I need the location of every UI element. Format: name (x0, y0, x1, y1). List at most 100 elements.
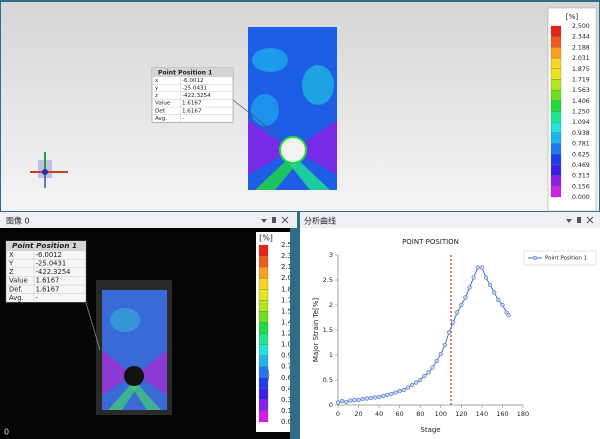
panel-buttons[interactable] (261, 216, 594, 224)
data-point (422, 373, 427, 379)
colorbar-label: 0.938 (281, 352, 301, 360)
specimen-image (96, 280, 172, 415)
colorbar-label: 1.719 (572, 76, 590, 83)
data-point (451, 320, 456, 325)
data-point (364, 396, 369, 401)
info-label: y (155, 86, 159, 92)
data-point (455, 310, 460, 315)
info-value: -25.0431 (36, 260, 67, 268)
data-point (446, 330, 452, 335)
colorbar-label: 1.563 (281, 307, 301, 315)
colorbar-label: 1.406 (572, 98, 590, 105)
colorbar-label: 2.500 (281, 241, 301, 249)
color-swatch (550, 154, 562, 166)
info-label: Value (9, 277, 28, 285)
data-point (488, 282, 493, 288)
data-point (430, 365, 435, 370)
data-point (389, 391, 394, 397)
x-tick-label: 140 (476, 410, 488, 418)
color-swatch (550, 47, 562, 59)
info-value: -25.0431 (182, 86, 208, 92)
data-point (348, 398, 353, 403)
panel-title: 分析曲线 (304, 216, 336, 226)
panel-header (0, 212, 297, 228)
y-tick-label: 3 (329, 251, 333, 259)
panel-header (300, 212, 600, 228)
info-value: -6.0012 (36, 251, 62, 259)
data-point (385, 392, 390, 398)
color-swatch (258, 278, 269, 290)
info-label: X (9, 251, 14, 259)
colorbar-label: 0.156 (281, 407, 302, 415)
color-swatch (550, 111, 562, 123)
legend-swatch (532, 255, 538, 261)
info-value: 1.6167 (36, 285, 60, 293)
colorbar-label: 1.563 (572, 87, 590, 94)
info-value: - (182, 116, 184, 122)
color-swatch (258, 333, 269, 345)
frame-number: 0 (4, 428, 9, 437)
chart-title: POINT POSITION (402, 238, 459, 246)
data-point (500, 302, 505, 308)
color-swatch (550, 132, 562, 144)
data-point (471, 275, 476, 280)
colorbar-label: 1.875 (572, 66, 590, 73)
x-tick-label: 120 (455, 410, 467, 418)
color-swatch (550, 36, 562, 48)
data-point (381, 393, 386, 399)
data-point (352, 397, 357, 403)
data-point (467, 285, 472, 290)
data-point (335, 400, 341, 405)
colorbar-label: 1.250 (281, 330, 301, 338)
data-point (401, 387, 406, 393)
colorbar-label: 1.250 (572, 109, 590, 116)
colorbar-label: 0.000 (281, 418, 301, 426)
data-point (344, 399, 349, 405)
colorbar-label: 1.719 (281, 296, 301, 304)
leader-line (85, 302, 101, 351)
data-point (368, 395, 373, 401)
color-swatch (550, 100, 562, 112)
data-point (356, 397, 361, 403)
colorbar-label: 0.781 (572, 141, 590, 148)
x-tick-label: 20 (354, 410, 362, 418)
info-label: x (155, 78, 159, 84)
data-point (393, 390, 398, 395)
x-tick-label: 180 (517, 410, 529, 418)
colorbar-label: 2.344 (281, 252, 302, 260)
colorbar-label: 0.938 (572, 130, 590, 137)
data-point (479, 265, 484, 270)
color-swatch (258, 399, 269, 412)
color-swatch (550, 68, 562, 80)
colorbar-label: 2.188 (281, 263, 301, 271)
info-header (152, 68, 233, 77)
colorbar-label: 2.500 (572, 23, 590, 30)
info-box (5, 240, 87, 303)
legend-box (523, 250, 597, 266)
y-tick-label: 0 (329, 401, 333, 409)
color-swatch (258, 300, 269, 312)
colorbar-label: 0.313 (572, 173, 590, 180)
color-swatch (258, 244, 269, 257)
color-swatch (258, 289, 269, 301)
color-swatch (258, 377, 269, 389)
color-swatch (258, 366, 269, 378)
color-swatch (258, 255, 269, 268)
info-value: -6.0012 (182, 78, 204, 84)
colorbar-label: 2.188 (572, 44, 590, 51)
color-swatch (550, 25, 562, 37)
x-axis-label: Stage (420, 426, 440, 434)
data-point (483, 275, 489, 280)
data-point (414, 380, 419, 385)
info-title: Point Position 1 (12, 241, 77, 250)
info-label: Value (155, 101, 171, 107)
color-swatch (550, 57, 562, 69)
color-swatch (550, 122, 562, 134)
data-point (438, 351, 443, 357)
colorbar-label: 0.625 (572, 151, 590, 158)
y-tick-label: 2 (329, 301, 333, 309)
data-point (397, 388, 402, 394)
y-tick-label: 0.5 (323, 376, 333, 384)
data-point (405, 385, 410, 390)
